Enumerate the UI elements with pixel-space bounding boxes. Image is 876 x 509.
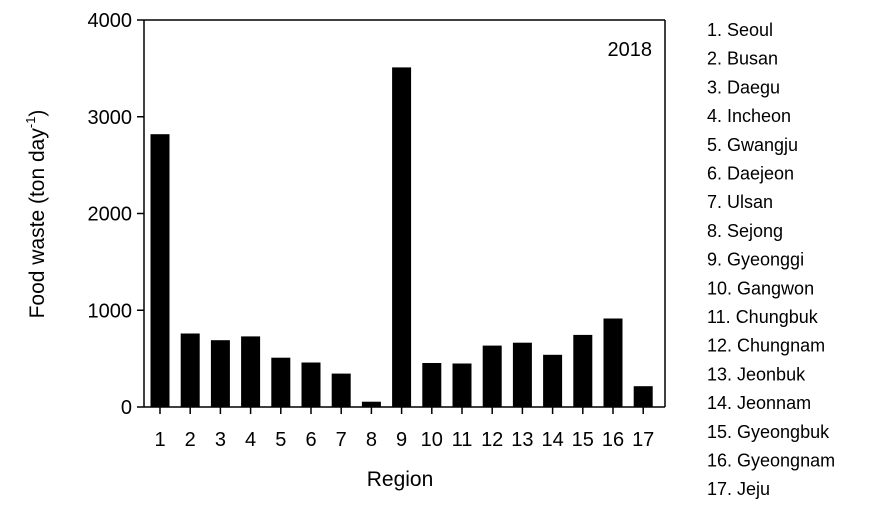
legend-entry: 10. Gangwon <box>707 278 814 298</box>
x-axis-ticks: 1 2 3 4 5 6 7 8 9 10 11 12 13 14 15 16 17 <box>154 407 654 451</box>
bar-region-15 <box>573 334 593 407</box>
bar-region-17 <box>633 386 653 407</box>
x-tick-label: 7 <box>336 429 347 451</box>
legend-entry: 9. Gyeonggi <box>707 250 804 270</box>
x-tick-label: 8 <box>366 429 377 451</box>
legend-entry: 3. Daegu <box>707 77 780 97</box>
bar-region-10 <box>422 363 442 407</box>
legend-entry: 6. Daejeon <box>707 164 794 184</box>
x-tick-label: 14 <box>541 429 563 451</box>
legend-entry: 2. Busan <box>707 49 778 69</box>
bar-region-11 <box>452 363 472 407</box>
bar-region-16 <box>603 318 623 407</box>
bar-region-6 <box>301 362 321 407</box>
bar-region-4 <box>241 336 261 407</box>
y-tick-label: 0 <box>121 397 132 419</box>
legend-entry: 14. Jeonnam <box>707 393 811 413</box>
x-tick-label: 15 <box>572 429 594 451</box>
bar-region-7 <box>331 373 351 407</box>
bar-region-3 <box>210 340 230 407</box>
legend-entry: 12. Chungnam <box>707 336 825 356</box>
bar-region-5 <box>271 357 291 407</box>
x-tick-label: 13 <box>511 429 533 451</box>
x-tick-label: 2 <box>185 429 196 451</box>
x-tick-label: 11 <box>452 429 473 451</box>
legend-entry: 16. Gyeongnam <box>707 451 835 471</box>
bar-region-12 <box>482 345 502 407</box>
y-tick-label: 3000 <box>88 107 133 129</box>
bar-region-13 <box>512 342 532 407</box>
x-tick-label: 1 <box>154 429 165 451</box>
y-axis-title-text: Food waste (ton day <box>26 128 49 319</box>
legend-entry: 11. Chungbuk <box>707 307 819 327</box>
y-axis-title-superscript: -1 <box>23 117 38 129</box>
x-tick-label: 9 <box>396 429 407 451</box>
bar-region-8 <box>361 401 381 407</box>
legend-entry: 13. Jeonbuk <box>707 364 806 384</box>
legend-entry: 7. Ulsan <box>707 192 773 212</box>
bar-series <box>150 67 653 408</box>
legend-entry: 4. Incheon <box>707 106 791 126</box>
y-axis-ticks: 0 1000 2000 3000 4000 <box>88 10 144 419</box>
bar-region-1 <box>150 134 170 407</box>
y-tick-label: 1000 <box>88 300 133 322</box>
y-tick-label: 2000 <box>88 204 133 226</box>
legend-entry: 15. Gyeongbuk <box>707 422 830 442</box>
legend-entry: 17. Jeju <box>707 479 770 499</box>
bar-region-9 <box>392 67 412 408</box>
x-tick-label: 17 <box>632 429 654 451</box>
legend-entry: 8. Sejong <box>707 221 783 241</box>
legend-entry: 5. Gwangju <box>707 135 798 155</box>
x-tick-label: 10 <box>421 429 443 451</box>
bar-region-14 <box>543 354 563 407</box>
y-axis-title: Food waste (ton day-1) <box>23 110 49 319</box>
region-legend: 1. Seoul 2. Busan 3. Daegu 4. Incheon 5. Gwa… <box>707 20 835 499</box>
x-tick-label: 5 <box>275 429 286 451</box>
year-annotation: 2018 <box>608 39 653 61</box>
y-axis-title-suffix: ) <box>26 110 49 117</box>
x-tick-label: 3 <box>215 429 226 451</box>
x-tick-label: 12 <box>481 429 503 451</box>
x-tick-label: 6 <box>305 429 316 451</box>
bar-region-2 <box>180 333 200 407</box>
legend-entry: 1. Seoul <box>707 20 773 40</box>
y-tick-label: 4000 <box>88 10 133 32</box>
x-tick-label: 4 <box>245 429 256 451</box>
x-axis-title: Region <box>367 468 434 491</box>
x-tick-label: 16 <box>602 429 624 451</box>
